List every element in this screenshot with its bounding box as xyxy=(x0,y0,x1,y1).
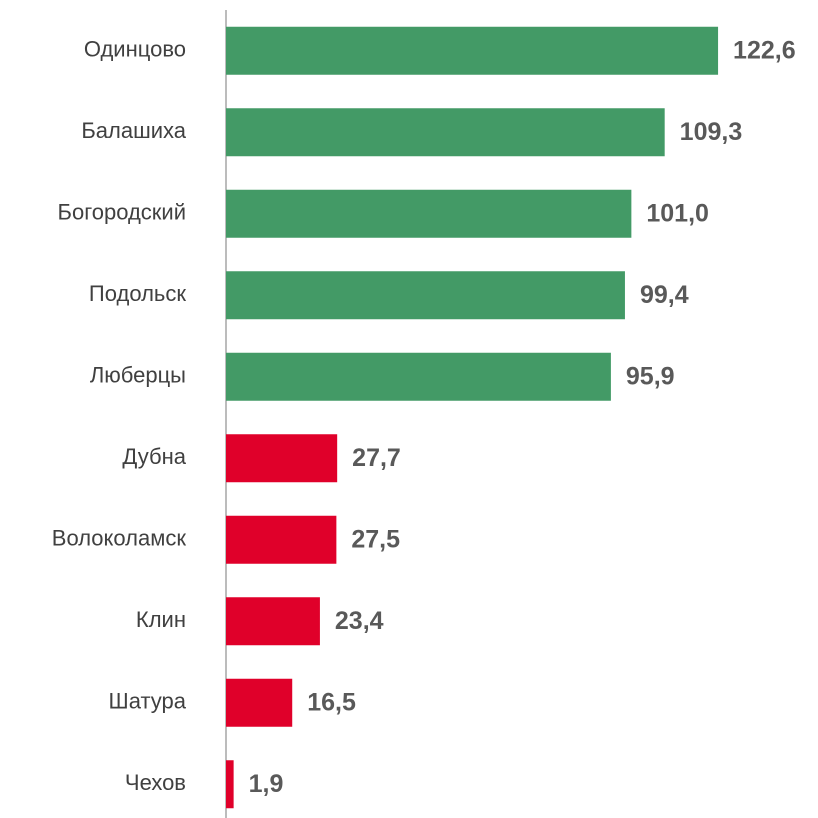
category-label: Шатура xyxy=(109,689,187,714)
category-label: Чехов xyxy=(125,770,186,795)
value-label: 99,4 xyxy=(640,281,689,309)
value-label: 95,9 xyxy=(626,362,675,390)
bar xyxy=(226,26,719,75)
category-label: Одинцово xyxy=(84,37,186,62)
bar xyxy=(226,678,293,727)
category-label: Подольск xyxy=(89,281,186,306)
value-label: 27,7 xyxy=(352,444,401,472)
bar xyxy=(226,271,625,320)
bar xyxy=(226,434,338,483)
bar xyxy=(226,597,320,646)
category-label: Люберцы xyxy=(90,363,186,388)
value-label: 122,6 xyxy=(733,36,796,64)
bar xyxy=(226,515,337,564)
bar xyxy=(226,760,234,809)
bar xyxy=(226,108,665,157)
category-label: Балашиха xyxy=(81,118,186,143)
bar xyxy=(226,189,632,238)
category-label: Дубна xyxy=(122,444,186,469)
value-label: 101,0 xyxy=(646,199,709,227)
category-label: Богородский xyxy=(58,200,186,225)
value-label: 27,5 xyxy=(351,525,400,553)
bar xyxy=(226,352,611,401)
value-label: 109,3 xyxy=(680,118,743,146)
value-label: 1,9 xyxy=(249,770,284,798)
value-label: 23,4 xyxy=(335,607,384,635)
value-label: 16,5 xyxy=(307,688,356,716)
category-label: Клин xyxy=(136,607,186,632)
category-label: Волоколамск xyxy=(52,526,187,551)
